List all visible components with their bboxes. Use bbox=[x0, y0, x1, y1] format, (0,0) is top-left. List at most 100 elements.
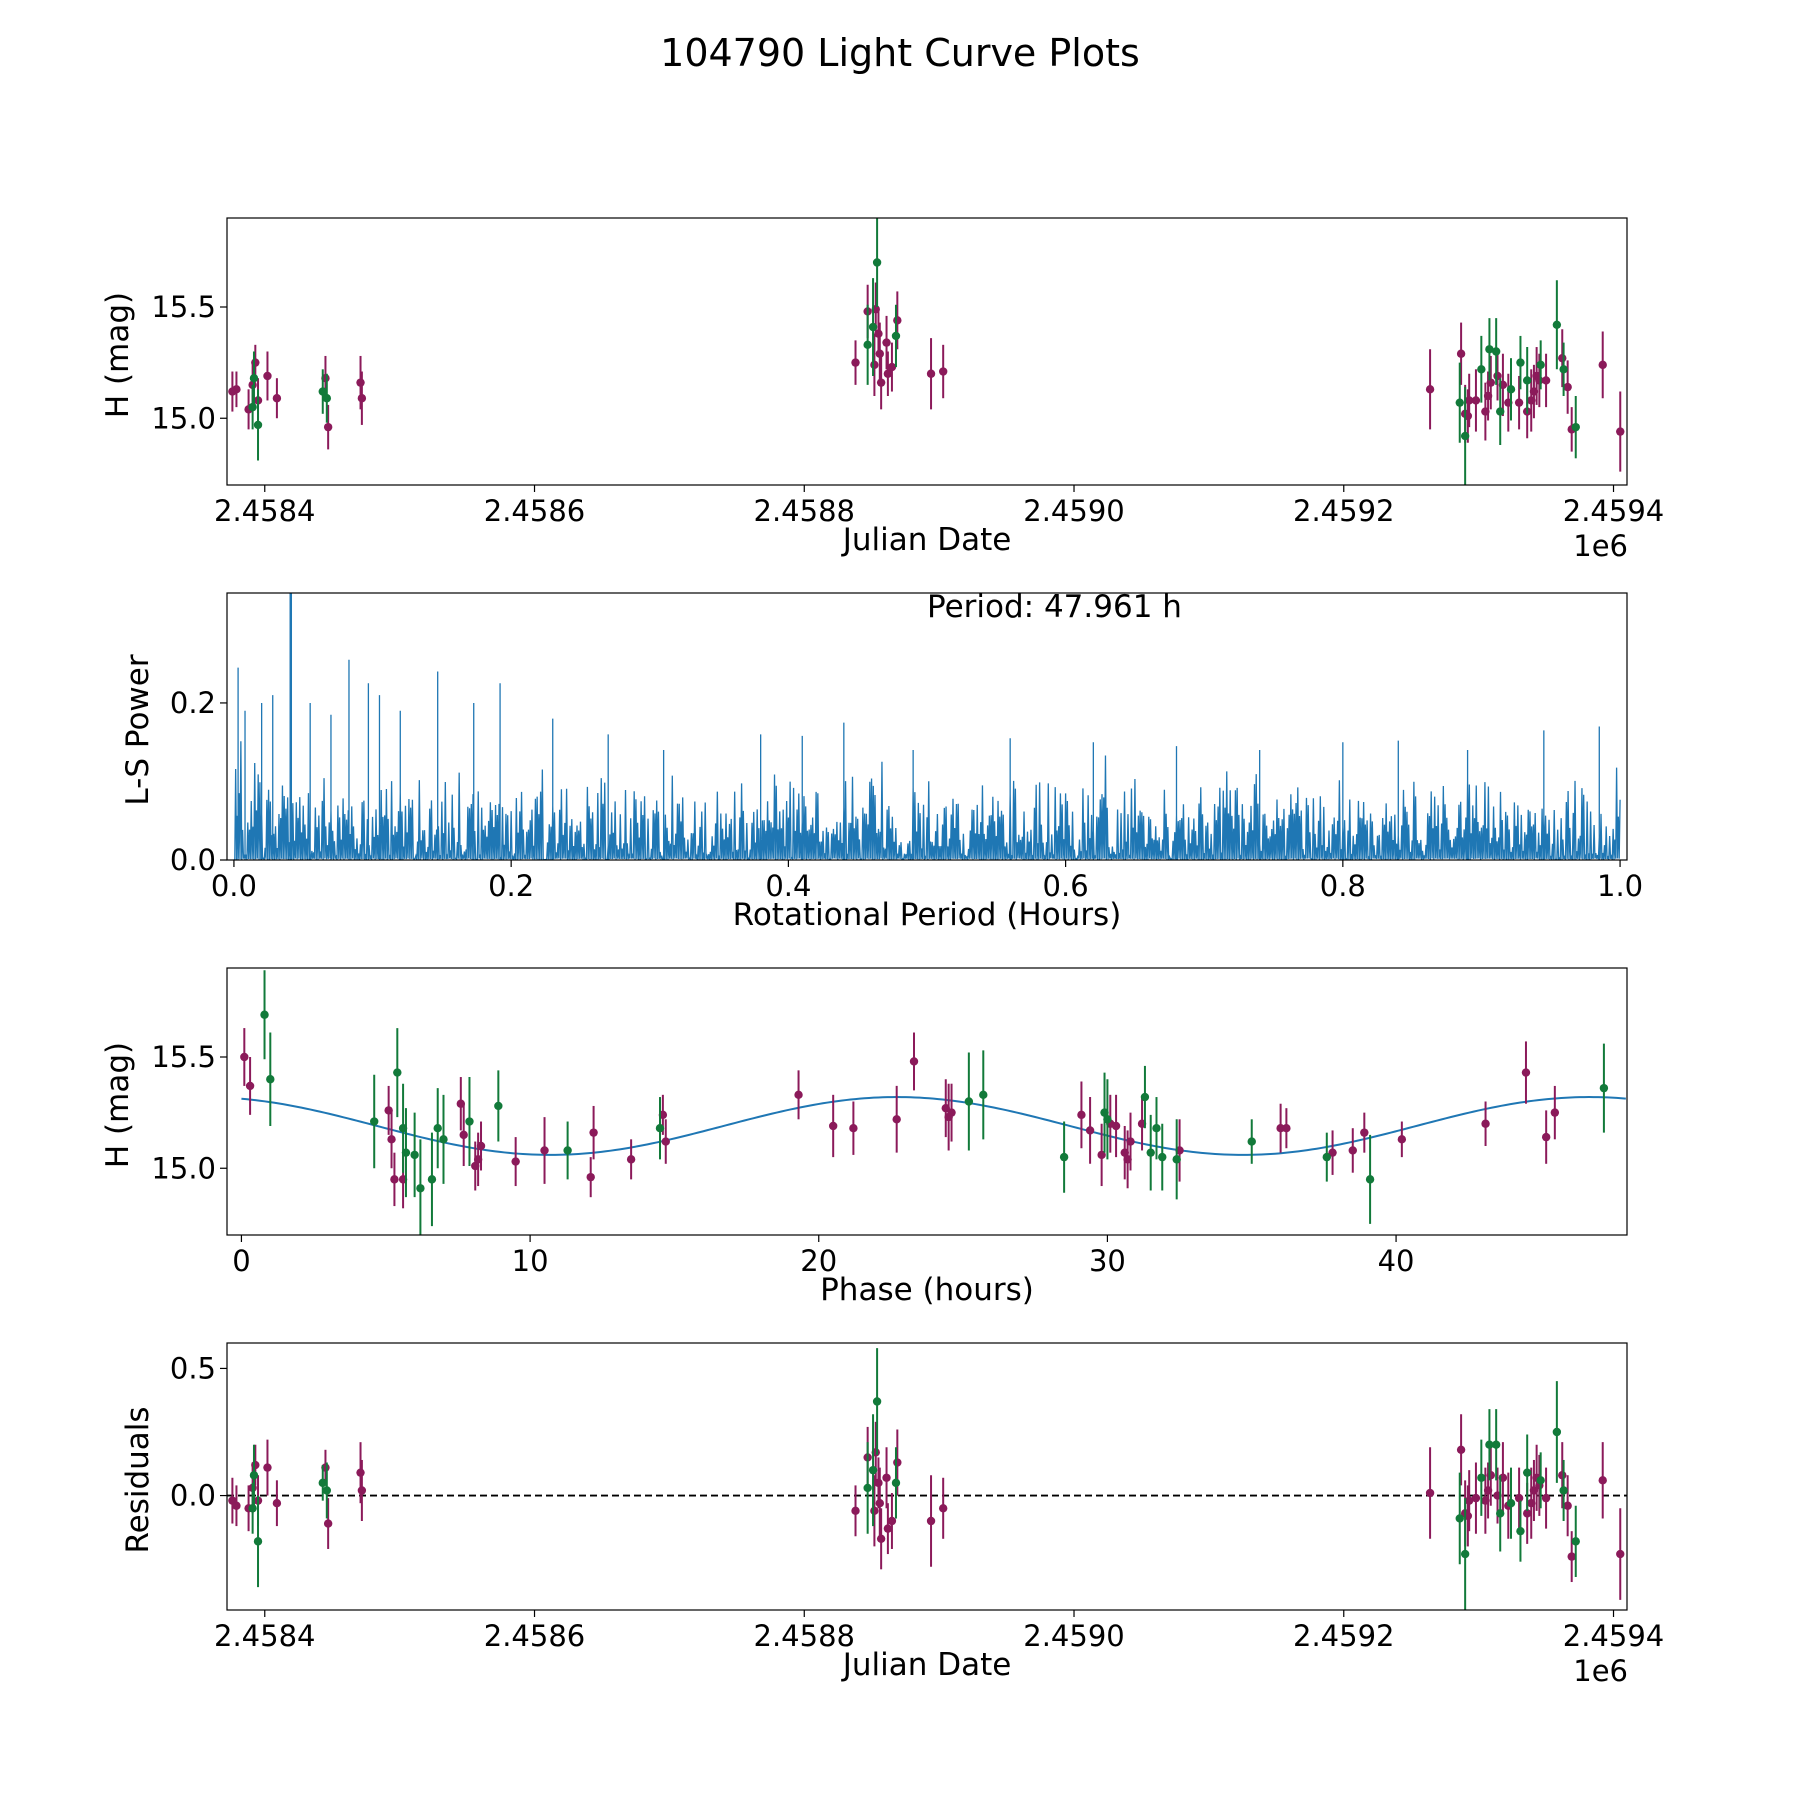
lightcurve|0-xtick-label: 2.4586 bbox=[484, 494, 585, 528]
residuals-point bbox=[1563, 1501, 1572, 1510]
residuals-point bbox=[875, 1499, 884, 1508]
phased-point bbox=[266, 1075, 275, 1084]
lightcurve-frame bbox=[226, 217, 1628, 486]
phased-point bbox=[427, 1175, 437, 1184]
phased-point bbox=[240, 1052, 249, 1062]
lightcurve-point bbox=[272, 394, 282, 403]
lightcurve-point bbox=[1616, 427, 1625, 436]
phased-xlabel: Phase (hours) bbox=[820, 1272, 1034, 1308]
phased|2-xtick-label: 30 bbox=[1089, 1244, 1126, 1278]
residuals-point bbox=[1464, 1496, 1474, 1505]
phased-point bbox=[589, 1128, 598, 1137]
lightcurve-point bbox=[1552, 320, 1562, 329]
periodogram-xlabel: Rotational Period (Hours) bbox=[733, 897, 1122, 933]
residuals-point bbox=[1522, 1468, 1532, 1477]
phased-point bbox=[1397, 1135, 1407, 1144]
phased-point bbox=[626, 1155, 636, 1164]
residuals|3-ytick-label: 0.0 bbox=[170, 1479, 216, 1513]
phased-point bbox=[1541, 1132, 1551, 1142]
lightcurve-point bbox=[1522, 376, 1532, 385]
residuals-point bbox=[1496, 1509, 1505, 1518]
lightcurve|0-xtick-label: 2.4592 bbox=[1293, 494, 1394, 528]
residuals-point bbox=[1559, 1486, 1568, 1495]
residuals-point bbox=[1516, 1526, 1525, 1536]
residuals|3-xtick-label: 2.4594 bbox=[1563, 1619, 1664, 1653]
lightcurve-point bbox=[1558, 353, 1567, 363]
residuals|3-xtick-label: 2.4588 bbox=[754, 1619, 855, 1653]
periodogram|1-xtick-label: 0.2 bbox=[488, 869, 534, 903]
residuals-point bbox=[1486, 1471, 1495, 1480]
lightcurve|0-xtick-label: 2.4590 bbox=[1023, 494, 1124, 528]
lightcurve-point bbox=[875, 349, 884, 358]
phased-point bbox=[1276, 1124, 1285, 1133]
phased-point bbox=[1282, 1124, 1291, 1133]
phased-frame bbox=[226, 967, 1628, 1236]
residuals-point bbox=[893, 1458, 902, 1467]
lightcurve-point bbox=[1571, 422, 1580, 432]
residuals-point bbox=[1456, 1445, 1466, 1455]
phased-point bbox=[1146, 1148, 1155, 1157]
phased-point bbox=[387, 1135, 396, 1144]
residuals-point bbox=[1460, 1549, 1470, 1559]
residuals-point bbox=[876, 1534, 886, 1544]
phased-point bbox=[1158, 1152, 1167, 1162]
phased-ylabel: H (mag) bbox=[100, 1042, 136, 1168]
lightcurve-point bbox=[251, 358, 260, 367]
lightcurve-point bbox=[863, 340, 872, 350]
residuals-point bbox=[1558, 1471, 1567, 1480]
lightcurve-point bbox=[887, 362, 897, 372]
residuals-frame bbox=[226, 1342, 1628, 1611]
residuals-point bbox=[1552, 1427, 1562, 1437]
phased-point bbox=[439, 1135, 448, 1144]
periodogram-frame bbox=[226, 592, 1628, 861]
residuals-point bbox=[1541, 1493, 1551, 1503]
lightcurve-point bbox=[1486, 378, 1495, 387]
periodogram-panel: Rotational Period (Hours) L-S Power Peri… bbox=[120, 589, 1643, 933]
periodogram|1-ytick-label: 0.2 bbox=[170, 686, 216, 720]
lightcurve-point bbox=[232, 385, 241, 394]
residuals-point bbox=[926, 1516, 936, 1526]
residuals-point bbox=[251, 1460, 260, 1470]
residuals|3-xtick-label: 2.4592 bbox=[1293, 1619, 1394, 1653]
residuals-point bbox=[272, 1499, 282, 1508]
phased|2-xtick-label: 40 bbox=[1378, 1244, 1415, 1278]
phased-point bbox=[828, 1121, 838, 1131]
phased-point bbox=[909, 1057, 919, 1066]
phased-point bbox=[393, 1068, 402, 1077]
phased-point bbox=[849, 1124, 858, 1133]
phased-points bbox=[240, 970, 1609, 1235]
figure-title: 104790 Light Curve Plots bbox=[660, 31, 1140, 75]
lightcurve-point bbox=[883, 369, 893, 378]
residuals-point bbox=[356, 1468, 365, 1477]
phased-point bbox=[655, 1124, 665, 1133]
phased-point bbox=[794, 1090, 803, 1100]
residuals|3-xtick-label: 2.4584 bbox=[214, 1619, 315, 1653]
phased-point bbox=[892, 1115, 901, 1124]
residuals-point bbox=[891, 1478, 901, 1488]
phased-point bbox=[511, 1157, 520, 1166]
lightcurve-point bbox=[318, 387, 327, 396]
residuals-point bbox=[1506, 1499, 1516, 1508]
phased-point bbox=[947, 1108, 956, 1117]
residuals-point bbox=[938, 1504, 948, 1513]
phased-point bbox=[1077, 1110, 1086, 1120]
lightcurve-point bbox=[1541, 376, 1551, 385]
lightcurve-point bbox=[322, 394, 332, 403]
phased-point bbox=[260, 1010, 269, 1019]
lightcurve-point bbox=[1598, 360, 1607, 370]
residuals-point bbox=[874, 1478, 883, 1488]
lightcurve-point bbox=[868, 322, 878, 332]
lightcurve-point bbox=[323, 422, 333, 432]
phased-point bbox=[661, 1137, 670, 1146]
phased-point bbox=[1521, 1068, 1531, 1077]
phased-point bbox=[586, 1172, 595, 1182]
residuals|3-xtick-label: 2.4586 bbox=[484, 1619, 585, 1653]
periodogram-line bbox=[233, 593, 1621, 860]
phased-point bbox=[1322, 1152, 1331, 1162]
residuals-points bbox=[228, 1348, 1625, 1610]
lightcurve-point bbox=[870, 360, 879, 370]
phased-point bbox=[370, 1117, 379, 1126]
lightcurve-point bbox=[891, 331, 901, 341]
residuals-point bbox=[1616, 1549, 1625, 1559]
phased-point bbox=[1152, 1124, 1161, 1133]
